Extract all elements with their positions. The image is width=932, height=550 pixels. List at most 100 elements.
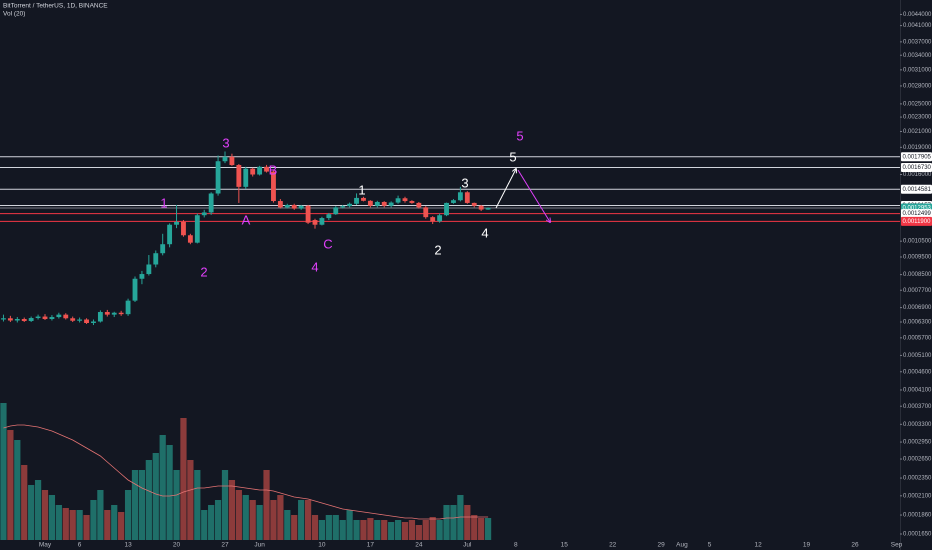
level-box: [901, 209, 932, 219]
volume-bar: [69, 510, 76, 540]
candle-body: [423, 207, 429, 218]
candle-body: [118, 312, 124, 315]
candle-body: [222, 156, 228, 162]
y-tick-label: 0.0002350: [903, 476, 932, 482]
candle-body: [464, 192, 470, 203]
level-box: [901, 184, 932, 194]
candle-body: [63, 314, 69, 319]
volume-ma-line: [3, 424, 489, 520]
candle-body: [319, 218, 325, 225]
volume-bar: [401, 522, 409, 540]
candle-body: [471, 202, 477, 206]
wave-label: C: [323, 236, 332, 251]
candle-body: [77, 319, 83, 321]
candle-body: [215, 161, 221, 194]
candle-body: [1, 318, 6, 320]
volume-bar: [443, 505, 450, 540]
volume-bar: [187, 460, 194, 540]
volume-bar: [131, 470, 139, 540]
volume-bar: [83, 515, 90, 540]
candle-body: [174, 221, 179, 225]
wave-label: 4: [311, 259, 318, 274]
axes-layer: 0.0044000 0.0041000 0.0037000 0.0034000 0.00…: [39, 12, 932, 549]
candle-body: [104, 312, 110, 315]
volume-bar: [325, 515, 332, 540]
volume-bar: [277, 495, 284, 540]
candle-body: [354, 197, 359, 204]
candle-body: [21, 319, 27, 321]
wave-label: A: [242, 212, 251, 227]
y-tick-label: 0.0019000: [903, 145, 932, 151]
x-tick-label: 12: [754, 542, 762, 549]
volume-bar: [34, 480, 42, 540]
projection-arrow: [495, 169, 516, 209]
wave-label: B: [269, 162, 278, 177]
wave-label: 1: [160, 195, 167, 210]
candle-body: [42, 316, 48, 320]
candle-body: [70, 318, 76, 321]
level-label: 0.0012499: [903, 211, 932, 217]
volume-bar: [235, 490, 242, 540]
volume-bar: [242, 495, 249, 540]
volume-bar: [478, 518, 485, 540]
volume-bar: [422, 520, 429, 540]
x-tick-label: 6: [78, 542, 82, 549]
candle-body: [374, 201, 380, 206]
candle-body: [187, 235, 193, 243]
volume-bar: [394, 520, 402, 540]
volume-bar: [374, 520, 381, 540]
volume-bar: [0, 403, 7, 540]
y-tick-label: 0.0003700: [903, 404, 932, 410]
volume-bar: [28, 485, 35, 540]
level-label: 0.0012953: [903, 206, 932, 212]
y-tick-label: 0.0008500: [903, 272, 932, 278]
candle-body: [35, 316, 41, 319]
projection-arrow: [517, 169, 550, 222]
x-tick-label: 24: [415, 542, 423, 549]
volume-bar: [388, 522, 395, 540]
x-tick-label: 27: [221, 542, 229, 549]
x-tick-label: 5: [708, 542, 712, 549]
candle-body: [409, 201, 415, 203]
candle-body: [271, 171, 276, 202]
candle-body: [243, 168, 249, 187]
volume-bar: [304, 500, 312, 540]
y-tick-label: 0.0010500: [903, 239, 932, 245]
x-tick-label: 8: [514, 542, 518, 549]
candle-body: [14, 319, 20, 321]
y-tick-label: 0.0002100: [903, 493, 932, 499]
candle-body: [125, 300, 131, 315]
volume-bar: [124, 490, 132, 540]
volume-bar: [457, 495, 464, 540]
x-tick-label: Jul: [463, 542, 472, 549]
volume-bar: [415, 525, 422, 540]
volume-bar: [228, 480, 236, 540]
candle-body: [132, 278, 138, 301]
y-tick-label: 0.0025000: [903, 101, 932, 107]
y-tick-label: 0.0003300: [903, 422, 932, 428]
candle-body: [139, 274, 145, 279]
volume-bar: [180, 418, 187, 540]
y-tick-label: 0.0037000: [903, 39, 932, 45]
candle-body: [160, 244, 166, 254]
x-tick-label: 13: [124, 542, 132, 549]
y-tick-label: 0.0002950: [903, 440, 932, 446]
level-box: [901, 162, 932, 172]
chart-title: BitTorrent / TetherUS, 1D, BINANCE: [3, 3, 108, 10]
candle-body: [111, 312, 117, 315]
volume-layer: [0, 403, 492, 540]
volume-bar: [270, 500, 277, 540]
y-tick-label: 0.0041000: [903, 23, 932, 29]
candle-body: [229, 156, 235, 166]
wave-label: 5: [509, 149, 516, 164]
volume-bar: [249, 500, 256, 540]
volume-bar: [173, 470, 180, 540]
volume-bar: [298, 500, 305, 540]
candle-body: [326, 214, 332, 219]
volume-bar: [104, 510, 111, 540]
volume-bar: [201, 510, 208, 540]
candle-body: [208, 193, 214, 213]
y-tick-label: 0.0031000: [903, 67, 932, 73]
levels-layer: [0, 156, 900, 222]
volume-bar: [145, 460, 152, 540]
